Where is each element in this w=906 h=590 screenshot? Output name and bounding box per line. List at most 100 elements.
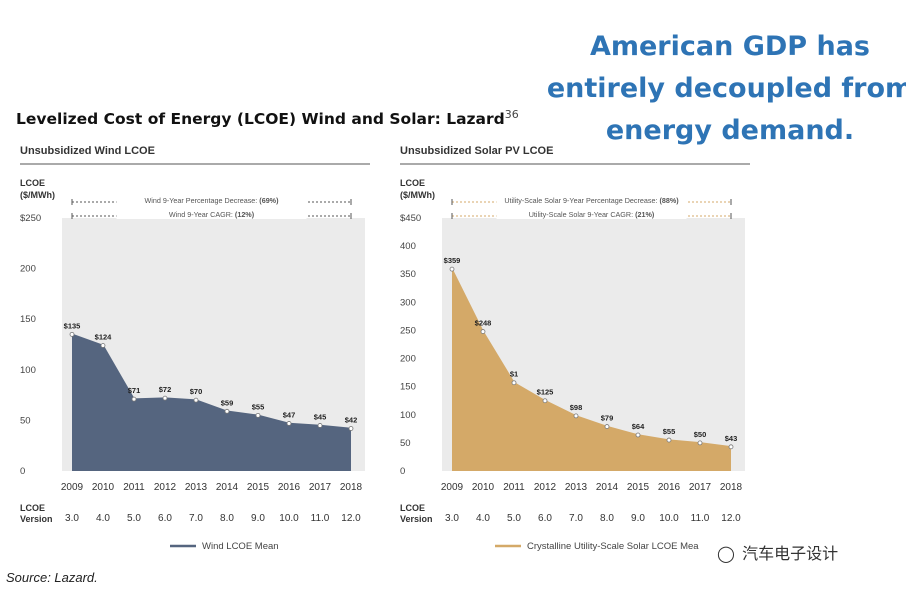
solar-annotation: Utility-Scale Solar 9-Year CAGR: (21%): [529, 210, 655, 219]
solar-y-tick-label: 0: [400, 466, 405, 477]
solar-x-tick-label: 2013: [565, 482, 588, 493]
solar-chart: Unsubsidized Solar PV LCOE LCOE ($/MWh) $45…: [400, 140, 750, 565]
solar-data-label: $98: [570, 403, 583, 412]
solar-y-axis-label: ($/MWh): [400, 190, 435, 200]
solar-y-tick-label: $450: [400, 213, 421, 224]
wind-x-tick-label: 2015: [247, 482, 270, 493]
wind-x-tick-label: 2010: [92, 482, 115, 493]
wind-data-point: [286, 421, 292, 426]
solar-version-label: LCOE: [400, 503, 425, 513]
main-title: Levelized Cost of Energy (LCOE) Wind and…: [16, 108, 519, 128]
wind-svg: Unsubsidized Wind LCOE LCOE ($/MWh) $250 200…: [20, 145, 370, 552]
wind-data-label: $42: [345, 415, 358, 424]
wind-version-value: 3.0: [65, 513, 79, 524]
wind-data-label: $124: [95, 333, 113, 342]
solar-x-tick-label: 2018: [720, 482, 743, 493]
wind-version-label: Version: [20, 514, 53, 524]
solar-x-tick-label: 2016: [658, 482, 681, 493]
wind-data-point: [317, 423, 323, 428]
wind-version-value: 12.0: [341, 513, 361, 524]
wind-y-axis-label: ($/MWh): [20, 190, 55, 200]
wind-version-value: 4.0: [96, 513, 110, 524]
solar-y-tick-label: 200: [400, 354, 416, 365]
wind-y-tick-label: 100: [20, 365, 36, 376]
wind-data-label: $55: [252, 402, 265, 411]
solar-x-tick-label: 2012: [534, 482, 557, 493]
solar-annotation-value: (88%): [659, 196, 679, 205]
wind-annotation-value: (12%): [235, 210, 255, 219]
wind-version-value: 9.0: [251, 513, 265, 524]
solar-version-value: 6.0: [538, 513, 552, 524]
wind-data-point: [162, 395, 168, 401]
wind-version-value: 6.0: [158, 513, 172, 524]
solar-version-value: 8.0: [600, 513, 614, 524]
wind-y-tick-label: $250: [20, 213, 41, 224]
solar-data-point: [697, 440, 703, 446]
wind-annotation-text: Wind 9-Year Percentage Decrease:: [145, 196, 260, 205]
solar-y-axis-label: LCOE: [400, 178, 425, 188]
solar-data-point: [480, 329, 486, 334]
solar-data-point: [449, 266, 455, 272]
wind-x-tick-label: 2016: [278, 482, 301, 493]
wechat-icon: ◯: [717, 544, 735, 563]
headline-line: American GDP has: [589, 31, 871, 62]
solar-data-point: [573, 413, 579, 419]
solar-data-label: $359: [444, 256, 461, 265]
wind-annotation-bg: [116, 209, 307, 219]
solar-y-tick-label: 50: [400, 438, 411, 449]
wind-x-tick-label: 2011: [123, 482, 145, 493]
wind-annotation-bg: [116, 195, 307, 205]
wind-data-point: [131, 396, 137, 402]
solar-chart-title: Unsubsidized Solar PV LCOE: [400, 145, 553, 157]
headline-line: entirely decoupled from: [546, 73, 906, 104]
solar-data-label: $43: [725, 434, 738, 443]
solar-annotation-text: Utility-Scale Solar 9-Year Percentage De…: [504, 196, 659, 205]
solar-data-label: $64: [632, 422, 645, 431]
main-title-text: Levelized Cost of Energy (LCOE) Wind and…: [16, 110, 505, 129]
wind-data-label: $70: [190, 387, 203, 396]
wind-annotation: Wind 9-Year Percentage Decrease: (69%): [145, 196, 280, 205]
wind-y-tick-label: 0: [20, 466, 25, 477]
solar-data-label: $55: [663, 427, 676, 436]
wind-data-point: [224, 408, 230, 414]
wind-x-tick-label: 2013: [185, 482, 208, 493]
wind-version-value: 7.0: [189, 513, 203, 524]
wind-data-point: [348, 426, 354, 431]
wind-version-value: 5.0: [127, 513, 141, 524]
solar-annotation: Utility-Scale Solar 9-Year Percentage De…: [504, 196, 679, 205]
wind-data-point: [69, 331, 75, 337]
wind-x-tick-label: 2018: [340, 482, 363, 493]
wind-series-line: [71, 333, 352, 430]
wind-y-axis-label: LCOE: [20, 178, 45, 188]
watermark-text: 汽车电子设计: [742, 544, 839, 563]
solar-version-value: 9.0: [631, 513, 645, 524]
solar-svg: Unsubsidized Solar PV LCOE LCOE ($/MWh) $45…: [400, 145, 750, 552]
solar-data-label: $79: [601, 414, 614, 423]
wind-data-label: $59: [221, 398, 234, 407]
solar-series-line: [451, 268, 732, 448]
wind-chart-title: Unsubsidized Wind LCOE: [20, 145, 155, 157]
solar-version-value: 7.0: [569, 513, 583, 524]
watermark: ◯ 汽车电子设计: [715, 540, 838, 564]
wind-chart: Unsubsidized Wind LCOE LCOE ($/MWh) $250 200…: [20, 140, 370, 565]
wind-data-point: [255, 412, 261, 418]
wind-y-tick-label: 50: [20, 415, 31, 426]
wind-version-value: 11.0: [311, 513, 330, 524]
wind-area: [72, 334, 351, 471]
solar-y-tick-label: 400: [400, 241, 416, 252]
solar-x-tick-label: 2011: [503, 482, 525, 493]
solar-y-tick-label: 150: [400, 382, 416, 393]
wind-version-value: 10.0: [279, 513, 299, 524]
solar-version-value: 4.0: [476, 513, 490, 524]
wind-x-tick-label: 2017: [309, 482, 332, 493]
wind-data-label: $135: [64, 321, 81, 330]
solar-x-tick-label: 2015: [627, 482, 650, 493]
solar-area: [452, 269, 731, 471]
wind-data-label: $71: [128, 386, 141, 395]
solar-y-tick-label: 350: [400, 269, 416, 280]
wind-y-tick-label: 150: [20, 314, 36, 325]
solar-y-tick-label: 250: [400, 325, 416, 336]
solar-legend-label: Crystalline Utility-Scale Solar LCOE Mea: [527, 541, 699, 552]
solar-data-label: $125: [537, 388, 554, 397]
solar-data-point: [542, 398, 548, 404]
